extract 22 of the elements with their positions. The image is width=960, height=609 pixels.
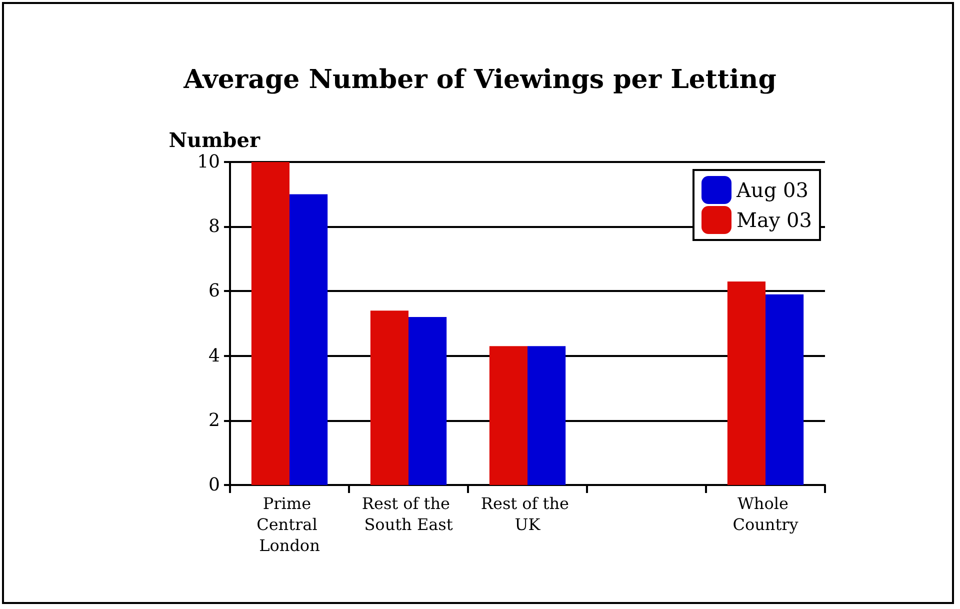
x-tick-label: Rest of the UK: [480, 494, 574, 534]
bar: [290, 194, 328, 485]
y-tick-label: 2: [208, 410, 220, 431]
x-tick-label: Prime Central London: [256, 494, 322, 555]
bar: [766, 294, 804, 485]
y-tick-label: 10: [197, 152, 220, 172]
legend-label: Aug 03: [735, 178, 808, 202]
x-tick-label: Rest of the South East: [362, 494, 456, 534]
bar: [489, 346, 528, 485]
bar: [528, 346, 566, 485]
y-axis-title: Number: [168, 128, 260, 152]
y-tick-label: 0: [208, 474, 220, 496]
legend-label: May 03: [736, 208, 812, 232]
y-tick-label: 4: [208, 345, 220, 366]
bar: [370, 310, 408, 485]
bar: [727, 282, 766, 485]
bar: [408, 317, 447, 485]
bar: [251, 162, 290, 485]
x-tick-label: Whole Country: [732, 494, 798, 534]
chart-title: Average Number of Viewings per Letting: [182, 65, 776, 95]
y-tick-label: 6: [208, 280, 220, 302]
y-tick-label: 8: [208, 216, 220, 238]
